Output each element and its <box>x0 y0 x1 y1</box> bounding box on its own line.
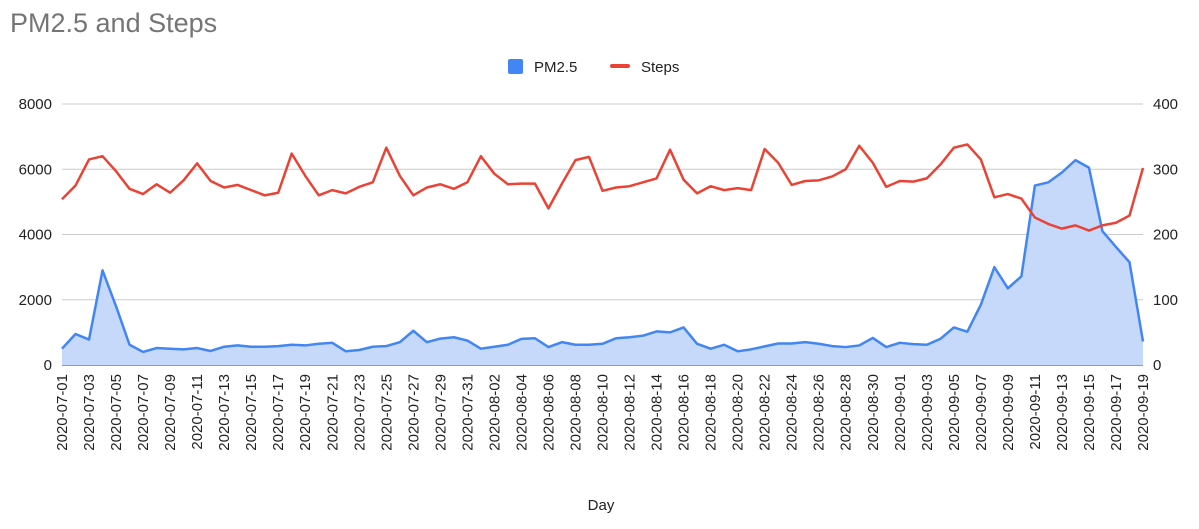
y-tick-label-left: 8000 <box>19 96 52 113</box>
x-tick-label: 2020-09-03 <box>919 374 936 451</box>
x-tick-label: 2020-07-19 <box>297 374 314 451</box>
x-axis-title: Day <box>588 497 615 514</box>
x-tick-label: 2020-08-24 <box>784 374 801 451</box>
right-axis: 0 100 200 300 400 <box>1153 96 1178 374</box>
y-tick-label-left: 6000 <box>19 161 52 178</box>
x-tick-label: 2020-07-21 <box>324 374 341 451</box>
x-tick-label: 2020-07-31 <box>459 374 476 451</box>
x-tick-label: 2020-09-19 <box>1135 374 1152 451</box>
pm25-series-line <box>61 158 1145 354</box>
steps-series-line <box>61 143 1145 232</box>
x-tick-label: 2020-08-22 <box>757 374 774 451</box>
x-tick-label: 2020-07-05 <box>108 374 125 451</box>
left-axis: 0 2000 4000 6000 8000 <box>19 96 52 374</box>
x-tick-label: 2020-07-09 <box>162 374 179 451</box>
y-tick-label-right: 200 <box>1153 227 1178 244</box>
x-tick-label: 2020-07-07 <box>135 374 152 451</box>
x-tick-label: 2020-08-14 <box>649 374 666 451</box>
x-tick-label: 2020-08-16 <box>676 374 693 451</box>
x-tick-label: 2020-07-13 <box>216 374 233 451</box>
x-tick-label: 2020-08-12 <box>622 374 639 451</box>
x-tick-label: 2020-08-10 <box>595 374 612 451</box>
x-tick-label: 2020-09-07 <box>973 374 990 451</box>
x-tick-label: 2020-07-15 <box>243 374 260 451</box>
x-tick-label: 2020-09-09 <box>1000 374 1017 451</box>
x-tick-label: 2020-08-18 <box>703 374 720 451</box>
x-tick-label: 2020-08-06 <box>540 374 557 451</box>
x-tick-label: 2020-07-29 <box>432 374 449 451</box>
y-tick-label-right: 300 <box>1153 161 1178 178</box>
x-tick-label: 2020-07-01 <box>54 374 71 451</box>
x-tick-label: 2020-07-11 <box>189 374 206 450</box>
x-tick-label: 2020-07-25 <box>378 374 395 451</box>
x-tick-label: 2020-07-17 <box>270 374 287 451</box>
x-tick-label: 2020-09-15 <box>1081 374 1098 451</box>
plot-series <box>61 143 1145 365</box>
x-tick-label: 2020-08-30 <box>865 374 882 451</box>
x-tick-label: 2020-09-01 <box>892 374 909 451</box>
x-tick-label: 2020-07-27 <box>405 374 422 451</box>
x-tick-label: 2020-09-05 <box>946 374 963 451</box>
x-tick-label: 2020-09-13 <box>1054 374 1071 451</box>
x-tick-label: 2020-08-26 <box>811 374 828 451</box>
x-tick-label: 2020-08-08 <box>567 374 584 451</box>
y-tick-label-right: 400 <box>1153 96 1178 113</box>
x-tick-label: 2020-07-03 <box>81 374 98 451</box>
y-tick-label-right: 100 <box>1153 292 1178 309</box>
x-tick-label: 2020-08-20 <box>730 374 747 451</box>
x-tick-label: 2020-08-02 <box>486 374 503 451</box>
legend-label-pm25: PM2.5 <box>534 59 577 76</box>
x-tick-label: 2020-09-17 <box>1108 374 1125 451</box>
legend-swatch-pm25 <box>508 59 523 74</box>
y-tick-label-left: 4000 <box>19 227 52 244</box>
x-tick-label: 2020-07-23 <box>351 374 368 451</box>
x-tick-label: 2020-09-11 <box>1027 374 1044 450</box>
pm25-area-fill <box>62 160 1143 365</box>
x-tick-label: 2020-08-04 <box>513 374 530 451</box>
y-tick-label-right: 0 <box>1153 357 1161 374</box>
x-tick-label: 2020-08-28 <box>838 374 855 451</box>
x-axis: 2020-07-01 2020-07-03 2020-07-05 2020-07-07… <box>54 374 1152 451</box>
y-tick-label-left: 0 <box>44 357 52 374</box>
legend[interactable]: PM2.5 Steps <box>508 59 679 76</box>
legend-label-steps: Steps <box>641 59 679 76</box>
chart-title: PM2.5 and Steps <box>10 8 218 38</box>
y-tick-label-left: 2000 <box>19 292 52 309</box>
